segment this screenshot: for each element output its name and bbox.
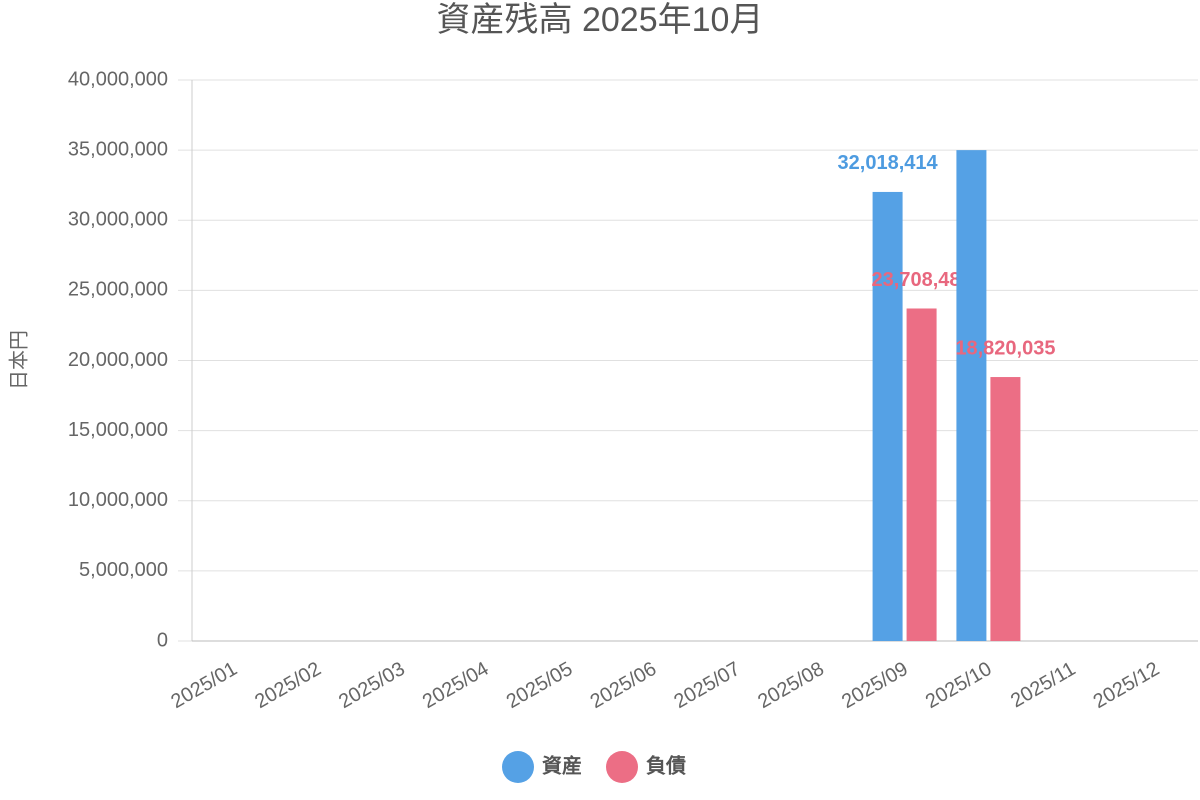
y-tick-label: 40,000,000 xyxy=(68,68,168,90)
x-tick-label: 2025/09 xyxy=(838,658,912,713)
y-axis-title: 日本円 xyxy=(7,330,30,390)
value-label: 18,820,035 xyxy=(955,337,1055,359)
x-tick-label: 2025/11 xyxy=(1007,658,1079,712)
x-tick-label: 2025/10 xyxy=(922,658,996,713)
bar xyxy=(956,150,987,641)
y-tick-label: 0 xyxy=(157,629,168,651)
y-tick-label: 5,000,000 xyxy=(79,559,168,581)
y-tick-label: 35,000,000 xyxy=(68,138,168,160)
chart-title: 資産残高 2025年10月 xyxy=(437,1,764,39)
x-tick-label: 2025/01 xyxy=(167,658,241,713)
bar xyxy=(906,308,937,641)
legend-swatch xyxy=(606,751,638,783)
x-tick-label: 2025/02 xyxy=(251,658,325,713)
legend-swatch xyxy=(502,751,534,783)
x-tick-label: 2025/03 xyxy=(335,658,409,713)
y-tick-label: 10,000,000 xyxy=(68,489,168,511)
x-tick-label: 2025/07 xyxy=(670,658,744,713)
y-tick-label: 30,000,000 xyxy=(68,209,168,231)
x-tick-label: 2025/04 xyxy=(419,658,493,713)
value-label: 32,018,414 xyxy=(838,152,939,174)
bar xyxy=(990,377,1021,641)
value-label: 23,708,481 xyxy=(872,269,972,291)
bar xyxy=(872,191,903,641)
y-tick-label: 20,000,000 xyxy=(68,349,168,371)
legend-label: 資産 xyxy=(542,753,582,777)
x-tick-label: 2025/12 xyxy=(1090,658,1164,713)
x-tick-label: 2025/06 xyxy=(587,658,661,713)
x-tick-label: 2025/05 xyxy=(503,658,577,713)
y-tick-label: 15,000,000 xyxy=(68,419,168,441)
x-tick-label: 2025/08 xyxy=(754,658,828,713)
y-tick-label: 25,000,000 xyxy=(68,279,168,301)
legend-label: 負債 xyxy=(646,753,686,777)
